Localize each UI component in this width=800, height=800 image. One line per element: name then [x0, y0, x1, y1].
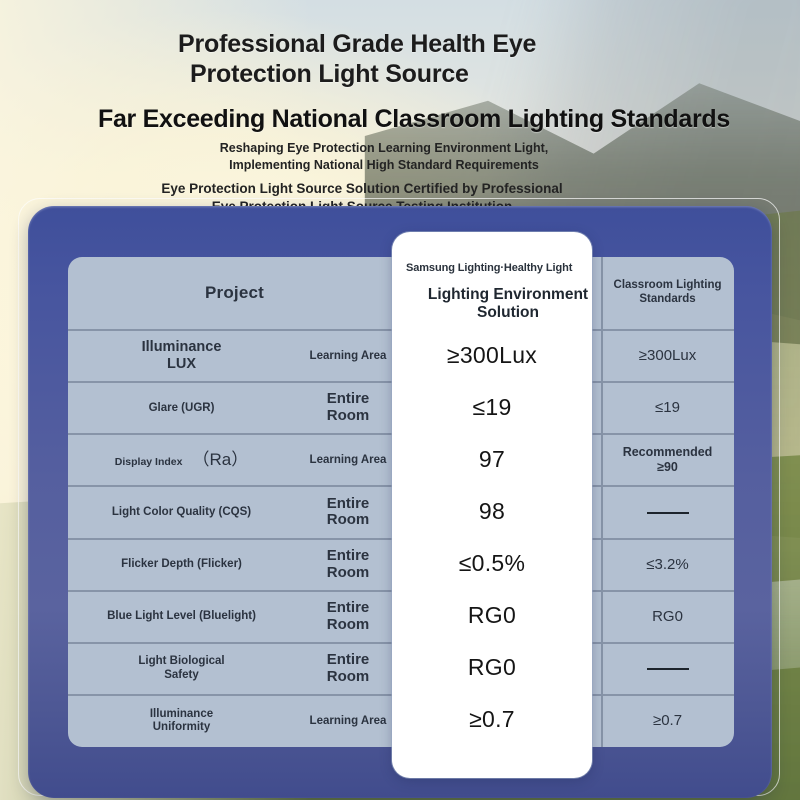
row-scope: Entire Room: [326, 598, 370, 633]
subheader-line-2: Implementing National High Standard Requ…: [229, 158, 539, 173]
page-title: Professional Grade Health Eye Protection…: [178, 30, 678, 89]
page-title-line1: Professional Grade Health Eye: [178, 30, 537, 58]
spec-table: Project Classroom Lighting Standards Illumi…: [68, 257, 734, 747]
solution-column-title: Lighting Environment Solution: [392, 286, 624, 321]
solution-value: RG0: [467, 602, 517, 628]
row-standard-line1: Recommended: [622, 445, 713, 460]
page-header: Professional Grade Health Eye Protection…: [0, 0, 800, 134]
row-scope: Learning Area: [309, 714, 387, 727]
page-title-line2: Protection Light Source: [190, 59, 469, 88]
solution-title-line1: Lighting Environment: [427, 286, 589, 303]
row-standard-value: ≥0.7: [601, 695, 734, 747]
row-label: Blue Light Level (Bluelight): [68, 591, 295, 643]
page-subtitle: Far Exceeding National Classroom Lightin…: [97, 105, 731, 133]
row-label: Light Color Quality (CQS): [68, 486, 295, 538]
subheader-line-3: Eye Protection Light Source Solution Cer…: [161, 180, 563, 196]
row-label-text: Light Biological: [138, 655, 225, 668]
spec-table-header-row: Project Classroom Lighting Standards: [68, 257, 734, 330]
highlight-column-content: Samsung Lighting·Healthy Light Lighting …: [392, 232, 592, 778]
solution-value: ≤0.5%: [458, 550, 526, 576]
row-scope: Learning Area: [309, 349, 387, 362]
row-label-text: Illuminance: [149, 707, 214, 720]
row-standard-value: ≤19: [601, 382, 734, 434]
row-standard-value: Recommended ≥90: [601, 434, 734, 486]
row-scope: Learning Area: [309, 453, 387, 466]
row-standard-value: ≥300Lux: [601, 330, 734, 382]
subheader-group-1: Reshaping Eye Protection Learning Enviro…: [44, 140, 724, 175]
solution-value: ≥300Lux: [446, 342, 538, 368]
solution-value: ≤19: [472, 394, 512, 420]
subheader-line-1: Reshaping Eye Protection Learning Enviro…: [219, 141, 549, 155]
solution-value: RG0: [467, 654, 517, 680]
dash-icon: [646, 667, 689, 670]
solution-value: 98: [478, 498, 506, 524]
row-scope: Entire Room: [326, 390, 370, 425]
row-scope: Entire Room: [326, 650, 370, 685]
row-label-text: Light Color Quality (CQS): [111, 505, 252, 518]
row-standard-value: RG0: [601, 591, 734, 643]
dash-icon: [646, 511, 689, 514]
header-standards-line1: Classroom Lighting: [613, 279, 722, 292]
row-label-text-2: LUX: [167, 356, 196, 373]
row-label: Illuminance Uniformity: [68, 695, 295, 747]
row-label: Illuminance LUX: [68, 330, 295, 382]
row-label-text: Blue Light Level (Bluelight): [107, 609, 256, 622]
header-standards: Classroom Lighting Standards: [601, 257, 734, 330]
spec-table-body: Project Classroom Lighting Standards Illumi…: [68, 257, 734, 747]
row-label-text: Display Index: [114, 456, 183, 469]
solution-value: ≥0.7: [469, 706, 515, 732]
row-label-ra: （Ra）: [192, 450, 249, 470]
highlight-header: Samsung Lighting·Healthy Light Lighting …: [392, 232, 592, 330]
row-label-text-2: Safety: [164, 668, 199, 681]
row-label-text: Illuminance: [141, 339, 222, 356]
row-label-text-2: Uniformity: [152, 721, 211, 734]
row-label: Light Biological Safety: [68, 643, 295, 695]
row-standard-value: [601, 643, 734, 695]
header-project: Project: [204, 283, 265, 303]
brand-label: Samsung Lighting·Healthy Light: [406, 262, 573, 274]
solution-title-line2: Solution: [477, 303, 539, 321]
row-label-text: Glare (UGR): [148, 401, 215, 414]
solution-value: 97: [478, 446, 506, 472]
row-label: Glare (UGR): [68, 382, 295, 434]
row-scope: Entire Room: [326, 494, 370, 529]
row-standard-value: [601, 486, 734, 538]
row-label: Display Index （Ra）: [68, 434, 295, 486]
row-label: Flicker Depth (Flicker): [68, 539, 295, 591]
row-standard-value: ≤3.2%: [601, 539, 734, 591]
row-scope: Entire Room: [326, 546, 370, 581]
header-standards-line2: Standards: [639, 293, 696, 306]
row-standard-line2: ≥90: [657, 460, 678, 475]
row-label-text: Flicker Depth (Flicker): [121, 557, 242, 570]
